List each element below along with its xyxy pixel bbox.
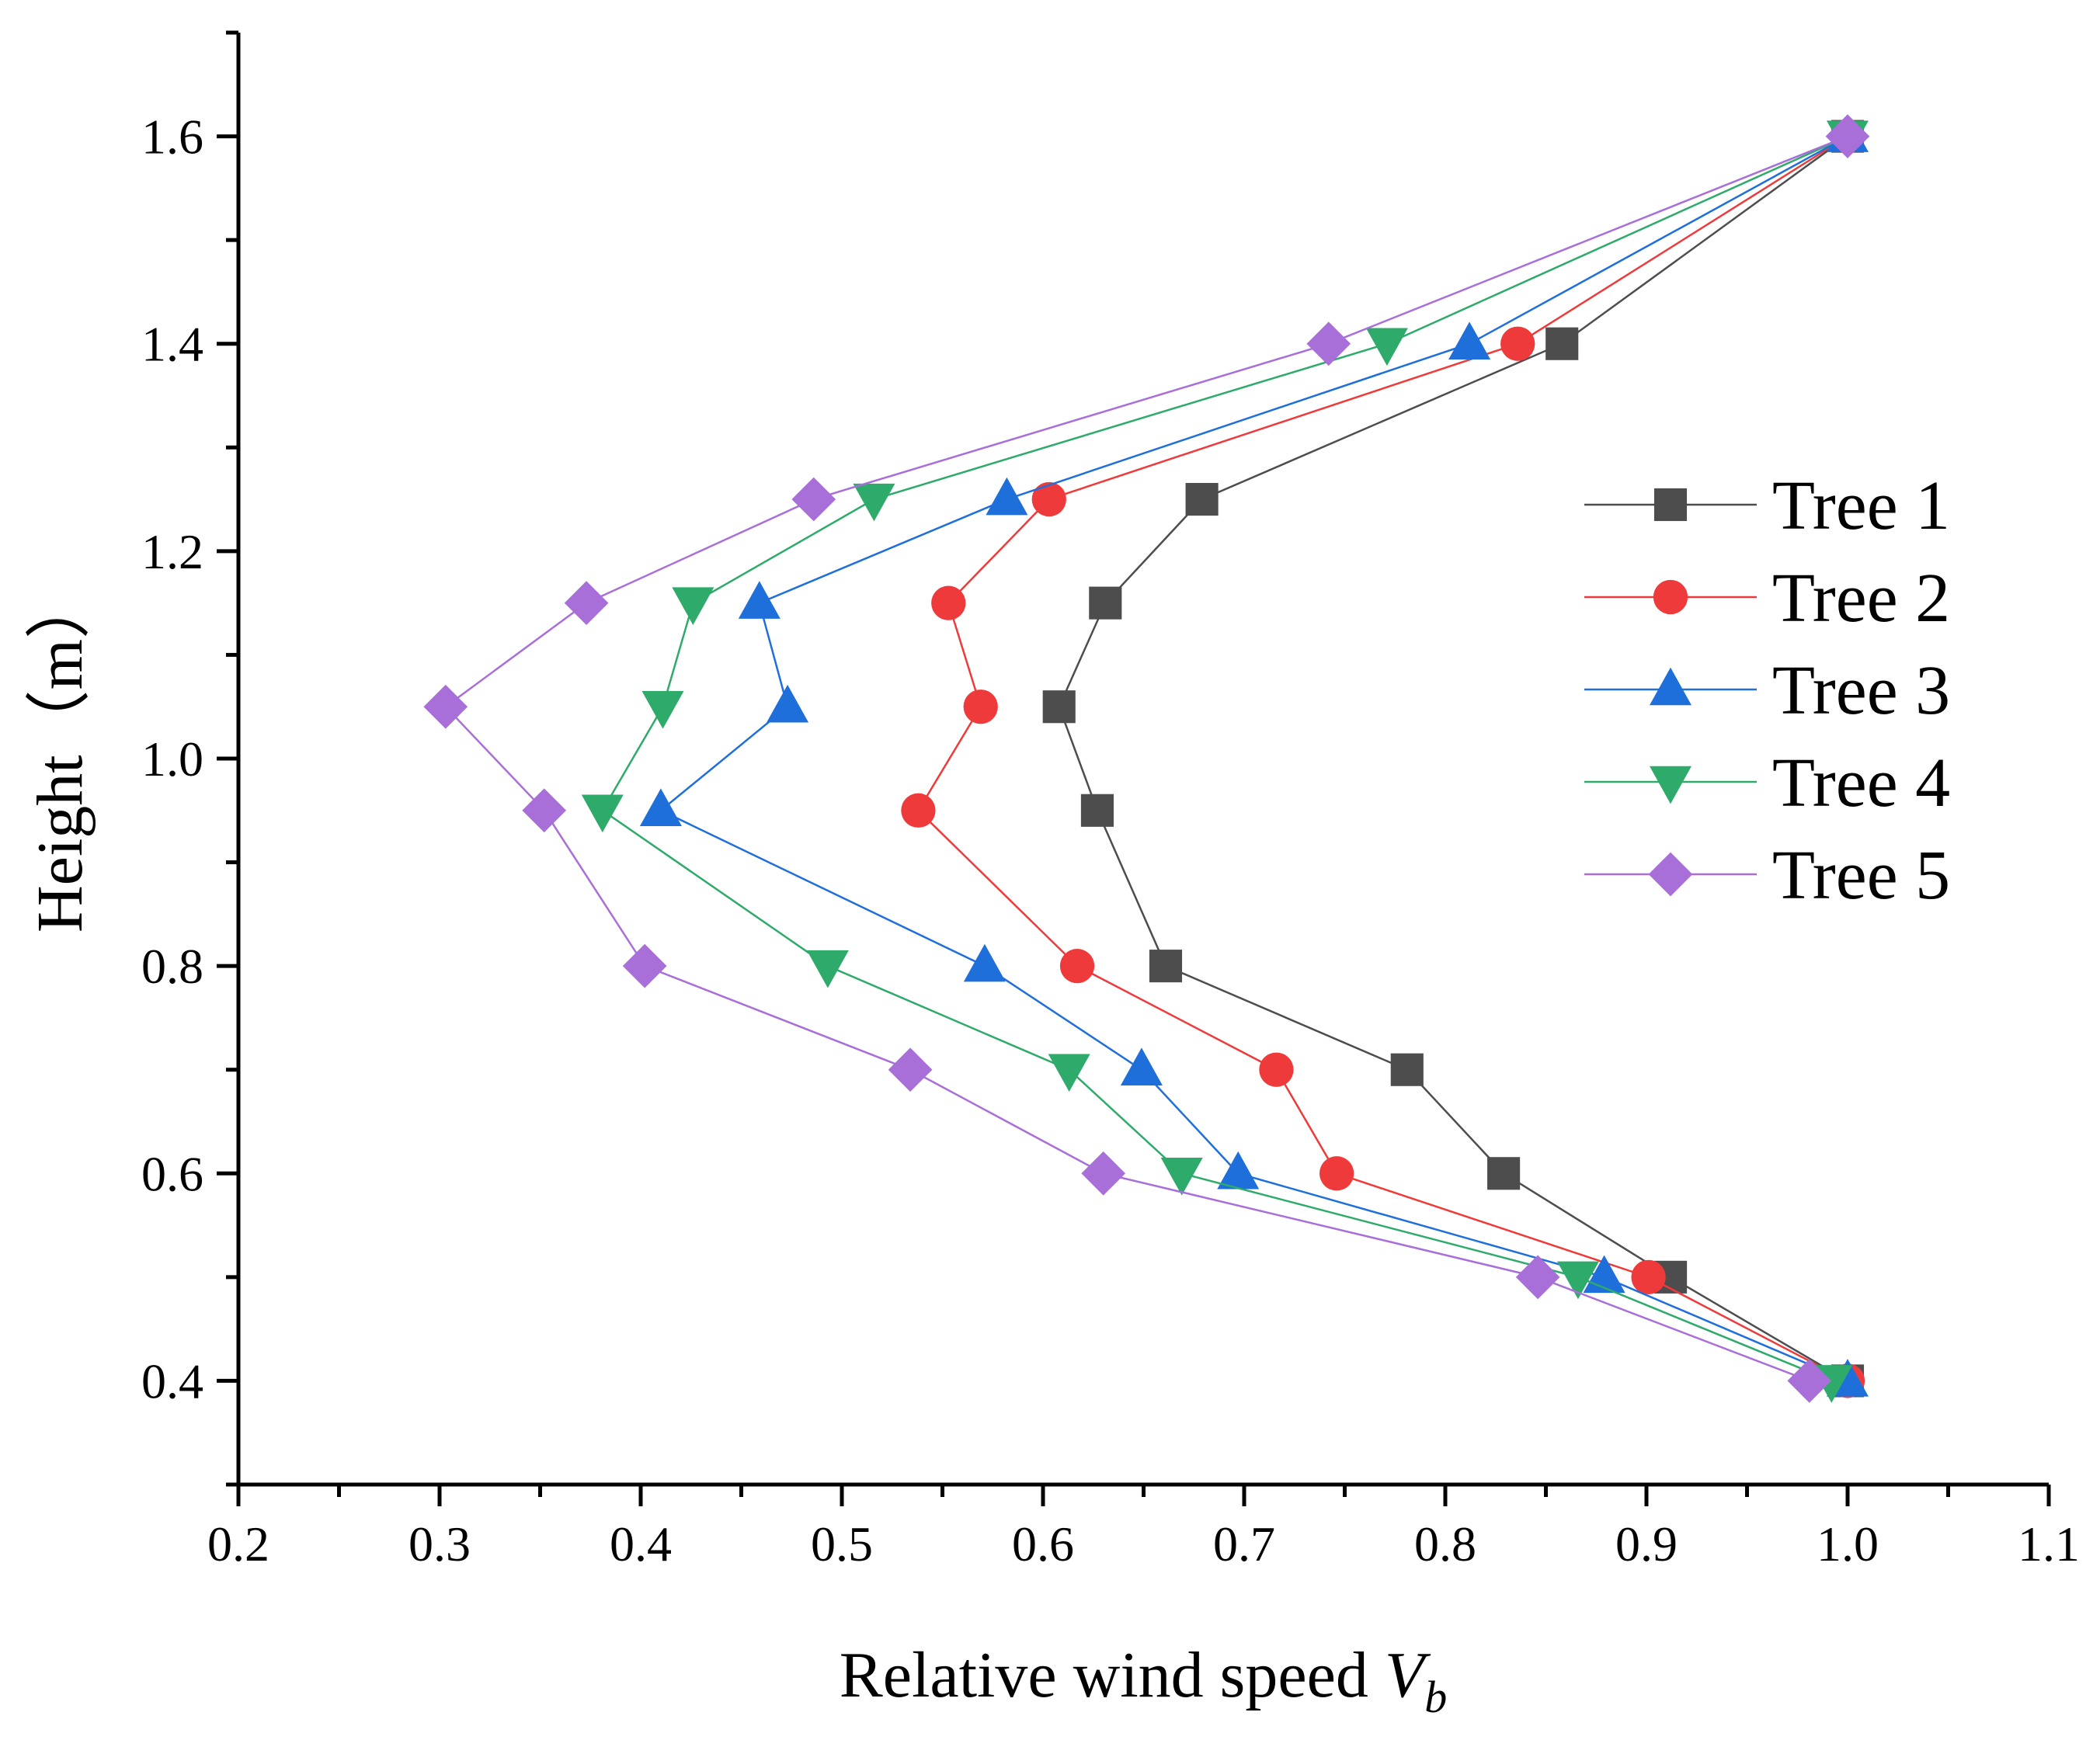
x-tick-label: 0.7	[1213, 1516, 1275, 1572]
legend-marker	[1650, 667, 1691, 706]
data-point	[1545, 327, 1579, 360]
data-point	[1080, 794, 1114, 827]
y-ticks: 0.4 0.6 0.8 1.0 1.2 1.4 1.6	[141, 30, 238, 1487]
data-point	[738, 581, 781, 619]
data-point	[581, 794, 624, 833]
data-point	[1319, 1156, 1354, 1191]
data-point	[564, 581, 609, 625]
legend-label: Tree 3	[1772, 652, 1950, 729]
data-point	[1487, 1157, 1521, 1190]
x-tick-label: 0.8	[1414, 1516, 1476, 1572]
data-point	[806, 950, 849, 988]
data-point	[791, 477, 836, 522]
legend-label: Tree 1	[1772, 467, 1950, 544]
legend-item: Tree 5	[1584, 837, 1950, 914]
y-tick-label: 0.6	[141, 1146, 203, 1201]
data-point	[1031, 481, 1066, 517]
data-point	[1185, 483, 1219, 516]
legend: Tree 1 Tree 2 Tree 3 Tree 4 Tree 5	[1584, 467, 1950, 914]
y-axis-title: Height（m）	[24, 574, 96, 933]
data-point	[1500, 326, 1535, 361]
data-point	[1217, 1151, 1260, 1190]
legend-marker	[1650, 766, 1691, 804]
series-line	[601, 135, 1848, 1382]
series-line	[443, 135, 1848, 1382]
x-tick-label: 0.3	[409, 1516, 471, 1572]
data-point	[1306, 321, 1351, 366]
x-tick-label: 0.2	[207, 1516, 269, 1572]
series-line	[659, 135, 1848, 1382]
data-point	[1448, 321, 1491, 359]
data-point	[1081, 1151, 1126, 1196]
legend-item: Tree 4	[1584, 745, 1950, 821]
x-axis-title-text: Relative wind speed	[840, 1639, 1385, 1711]
data-point	[1089, 586, 1122, 620]
data-point	[1149, 950, 1183, 983]
y-tick-label: 1.0	[141, 731, 203, 787]
data-point	[767, 684, 809, 723]
legend-item: Tree 2	[1584, 560, 1950, 637]
data-point	[522, 788, 567, 833]
x-tick-label: 1.0	[1817, 1516, 1879, 1572]
data-point	[641, 690, 684, 729]
legend-marker	[1653, 488, 1688, 522]
legend-marker	[1653, 579, 1688, 615]
y-tick-label: 1.6	[141, 109, 203, 165]
data-point	[1556, 1261, 1599, 1300]
legend-label: Tree 2	[1772, 560, 1950, 637]
legend-marker	[1648, 852, 1693, 897]
x-tick-label: 0.4	[610, 1516, 672, 1572]
series	[423, 114, 1870, 1403]
x-tick-label: 1.1	[2018, 1516, 2080, 1572]
data-point	[986, 477, 1028, 516]
data-point	[1120, 1047, 1163, 1085]
series-tree-1	[1042, 120, 1865, 1398]
data-point	[1515, 1255, 1560, 1300]
data-point	[622, 943, 667, 988]
data-point	[1825, 114, 1870, 158]
data-point	[901, 793, 936, 828]
legend-label: Tree 4	[1772, 745, 1950, 821]
data-point	[672, 587, 714, 625]
data-point	[639, 788, 682, 827]
legend-label: Tree 5	[1772, 837, 1950, 914]
data-point	[423, 684, 468, 729]
x-axis-variable-subscript: b	[1424, 1672, 1447, 1722]
x-tick-label: 0.5	[811, 1516, 873, 1572]
data-point	[1787, 1359, 1832, 1403]
legend-item: Tree 1	[1584, 467, 1950, 544]
y-tick-label: 1.2	[141, 524, 203, 579]
data-point	[888, 1047, 933, 1092]
data-point	[1059, 949, 1095, 984]
data-point	[853, 483, 895, 522]
data-point	[963, 943, 1006, 982]
series-tree-5	[423, 114, 1870, 1403]
data-point	[1042, 690, 1076, 724]
series-tree-3	[639, 114, 1869, 1397]
data-point	[1390, 1053, 1424, 1086]
x-tick-label: 0.6	[1012, 1516, 1074, 1572]
data-point	[1259, 1052, 1294, 1087]
y-tick-label: 1.4	[141, 317, 203, 372]
series-line	[1058, 135, 1848, 1382]
data-point	[963, 689, 998, 724]
series-tree-4	[581, 120, 1869, 1403]
data-point	[1048, 1054, 1090, 1092]
x-axis-title: Relative wind speed Vb	[840, 1639, 1447, 1722]
data-point	[1631, 1259, 1666, 1294]
data-point	[1365, 328, 1408, 366]
x-tick-label: 0.9	[1615, 1516, 1678, 1572]
series-tree-2	[901, 119, 1865, 1398]
x-axis-variable: V	[1385, 1639, 1431, 1711]
y-tick-label: 0.4	[141, 1353, 203, 1408]
y-tick-label: 0.8	[141, 939, 203, 994]
x-ticks: 0.2 0.3 0.4 0.5 0.6 0.7 0.8 0.9 1.0 1.1	[207, 1485, 2080, 1572]
data-point	[1160, 1158, 1203, 1196]
data-point	[931, 585, 966, 620]
legend-item: Tree 3	[1584, 652, 1950, 729]
